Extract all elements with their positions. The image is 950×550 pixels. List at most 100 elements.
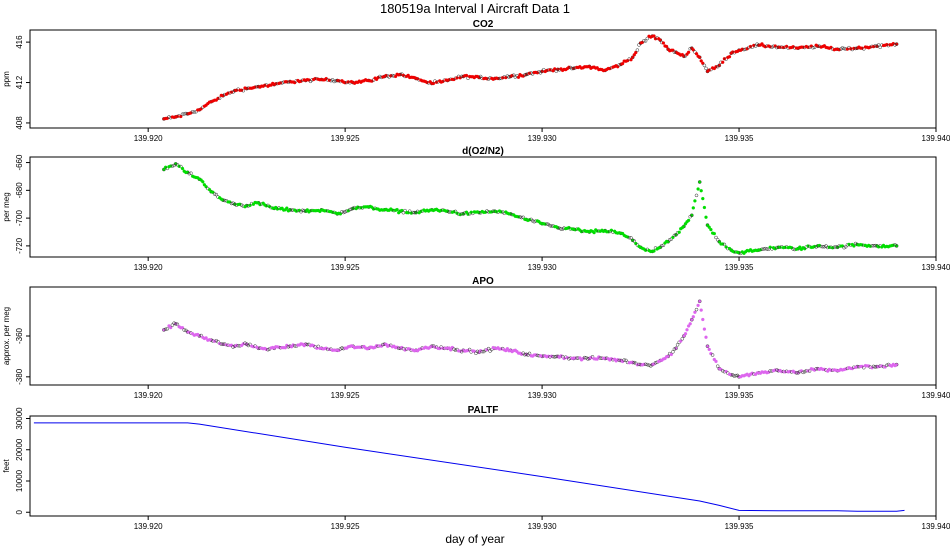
do2n2-xtick-label: 139.920 (134, 263, 163, 272)
apo-point (727, 372, 732, 376)
do2n2-point (649, 249, 653, 254)
do2n2-point (791, 247, 795, 251)
do2n2-point (444, 209, 448, 213)
do2n2-point (243, 205, 247, 209)
apo-point (682, 334, 686, 338)
co2-point (167, 115, 171, 119)
do2n2-point (852, 244, 856, 248)
co2-point (616, 65, 620, 69)
co2-point (475, 74, 480, 79)
do2n2-point (523, 217, 527, 221)
do2n2-point (667, 238, 672, 242)
apo-point (715, 364, 720, 368)
do2n2-point (570, 227, 574, 231)
apo-point (396, 346, 401, 351)
co2-point (179, 114, 183, 119)
do2n2-point (255, 201, 259, 205)
apo-point (169, 325, 173, 330)
apo-point (672, 347, 677, 351)
apo-point (570, 356, 574, 360)
co2-point (196, 108, 200, 112)
apo-point (255, 345, 259, 349)
do2n2-point (231, 201, 235, 205)
co2-point (491, 77, 495, 81)
apo-point (251, 345, 256, 349)
apo-point (653, 361, 658, 365)
apo-point (686, 324, 691, 328)
co2-point (701, 61, 705, 65)
co2-point (661, 41, 666, 45)
apo-point (768, 369, 772, 373)
apo-point (814, 367, 818, 371)
do2n2-point (853, 241, 858, 246)
co2-point (696, 54, 700, 58)
do2n2-point (697, 180, 702, 184)
apo-point (697, 299, 702, 304)
apo-point (696, 303, 700, 308)
do2n2-point (401, 210, 406, 215)
co2-point (657, 37, 661, 41)
apo-xtick-label: 139.925 (331, 391, 360, 400)
apo-point (705, 344, 710, 349)
apo-point (844, 367, 848, 371)
apo-point (236, 343, 240, 348)
co2-point (630, 55, 635, 60)
apo-point (271, 345, 275, 350)
co2-point (645, 36, 650, 41)
co2-point (871, 44, 876, 49)
do2n2-point (696, 187, 700, 191)
panel-paltf-line (33, 422, 905, 512)
apo-point (243, 341, 247, 345)
paltf-ytick-label: 20000 (15, 438, 24, 461)
co2-point (175, 114, 180, 119)
do2n2-point (229, 201, 234, 206)
co2-point (538, 71, 543, 75)
do2n2-point (709, 227, 713, 232)
panel-co2-xticks: 139.920 139.925 139.930 139.935 139.940 (134, 128, 950, 143)
do2n2-point (349, 207, 354, 211)
apo-point (475, 349, 480, 354)
panel-do2n2: d(O2/N2) per meg 139.920 139.925 139.930 13… (2, 146, 950, 272)
co2-point (672, 50, 677, 54)
do2n2-point (715, 238, 720, 242)
apo-point (622, 358, 626, 362)
do2n2-xtick-label: 139.935 (725, 263, 754, 272)
co2-point (231, 90, 235, 94)
apo-point (248, 342, 252, 347)
do2n2-point (702, 205, 707, 210)
apo-point (834, 368, 838, 372)
co2-point (601, 68, 606, 73)
co2-point (390, 73, 395, 78)
panel-co2-title: CO2 (473, 19, 494, 30)
apo-point (207, 338, 212, 342)
do2n2-point (693, 199, 697, 203)
apo-xtick-label: 139.920 (134, 391, 163, 400)
co2-point (724, 57, 728, 61)
apo-point (449, 348, 453, 352)
co2-ytick-label: 412 (15, 75, 24, 89)
co2-point (192, 110, 197, 114)
apo-point (720, 369, 725, 373)
co2-point (629, 58, 633, 62)
co2-point (428, 80, 432, 84)
do2n2-point (637, 244, 641, 249)
co2-point (293, 80, 297, 85)
do2n2-point (184, 170, 188, 175)
do2n2-point (397, 211, 401, 215)
apo-point (862, 365, 866, 370)
co2-point (459, 74, 464, 79)
panel-paltf: PALTF feet 139.920 139.925 139.930 139.935 1… (2, 405, 950, 531)
apo-point (617, 358, 622, 363)
do2n2-point (765, 247, 769, 251)
co2-point (184, 111, 188, 116)
do2n2-point (248, 203, 252, 208)
do2n2-point (238, 202, 242, 206)
do2n2-point (365, 205, 369, 209)
co2-point (642, 39, 646, 43)
apo-point (883, 365, 887, 369)
apo-point (669, 352, 673, 357)
apo-point (318, 346, 322, 351)
co2-point (727, 55, 732, 59)
apo-point (688, 322, 692, 326)
